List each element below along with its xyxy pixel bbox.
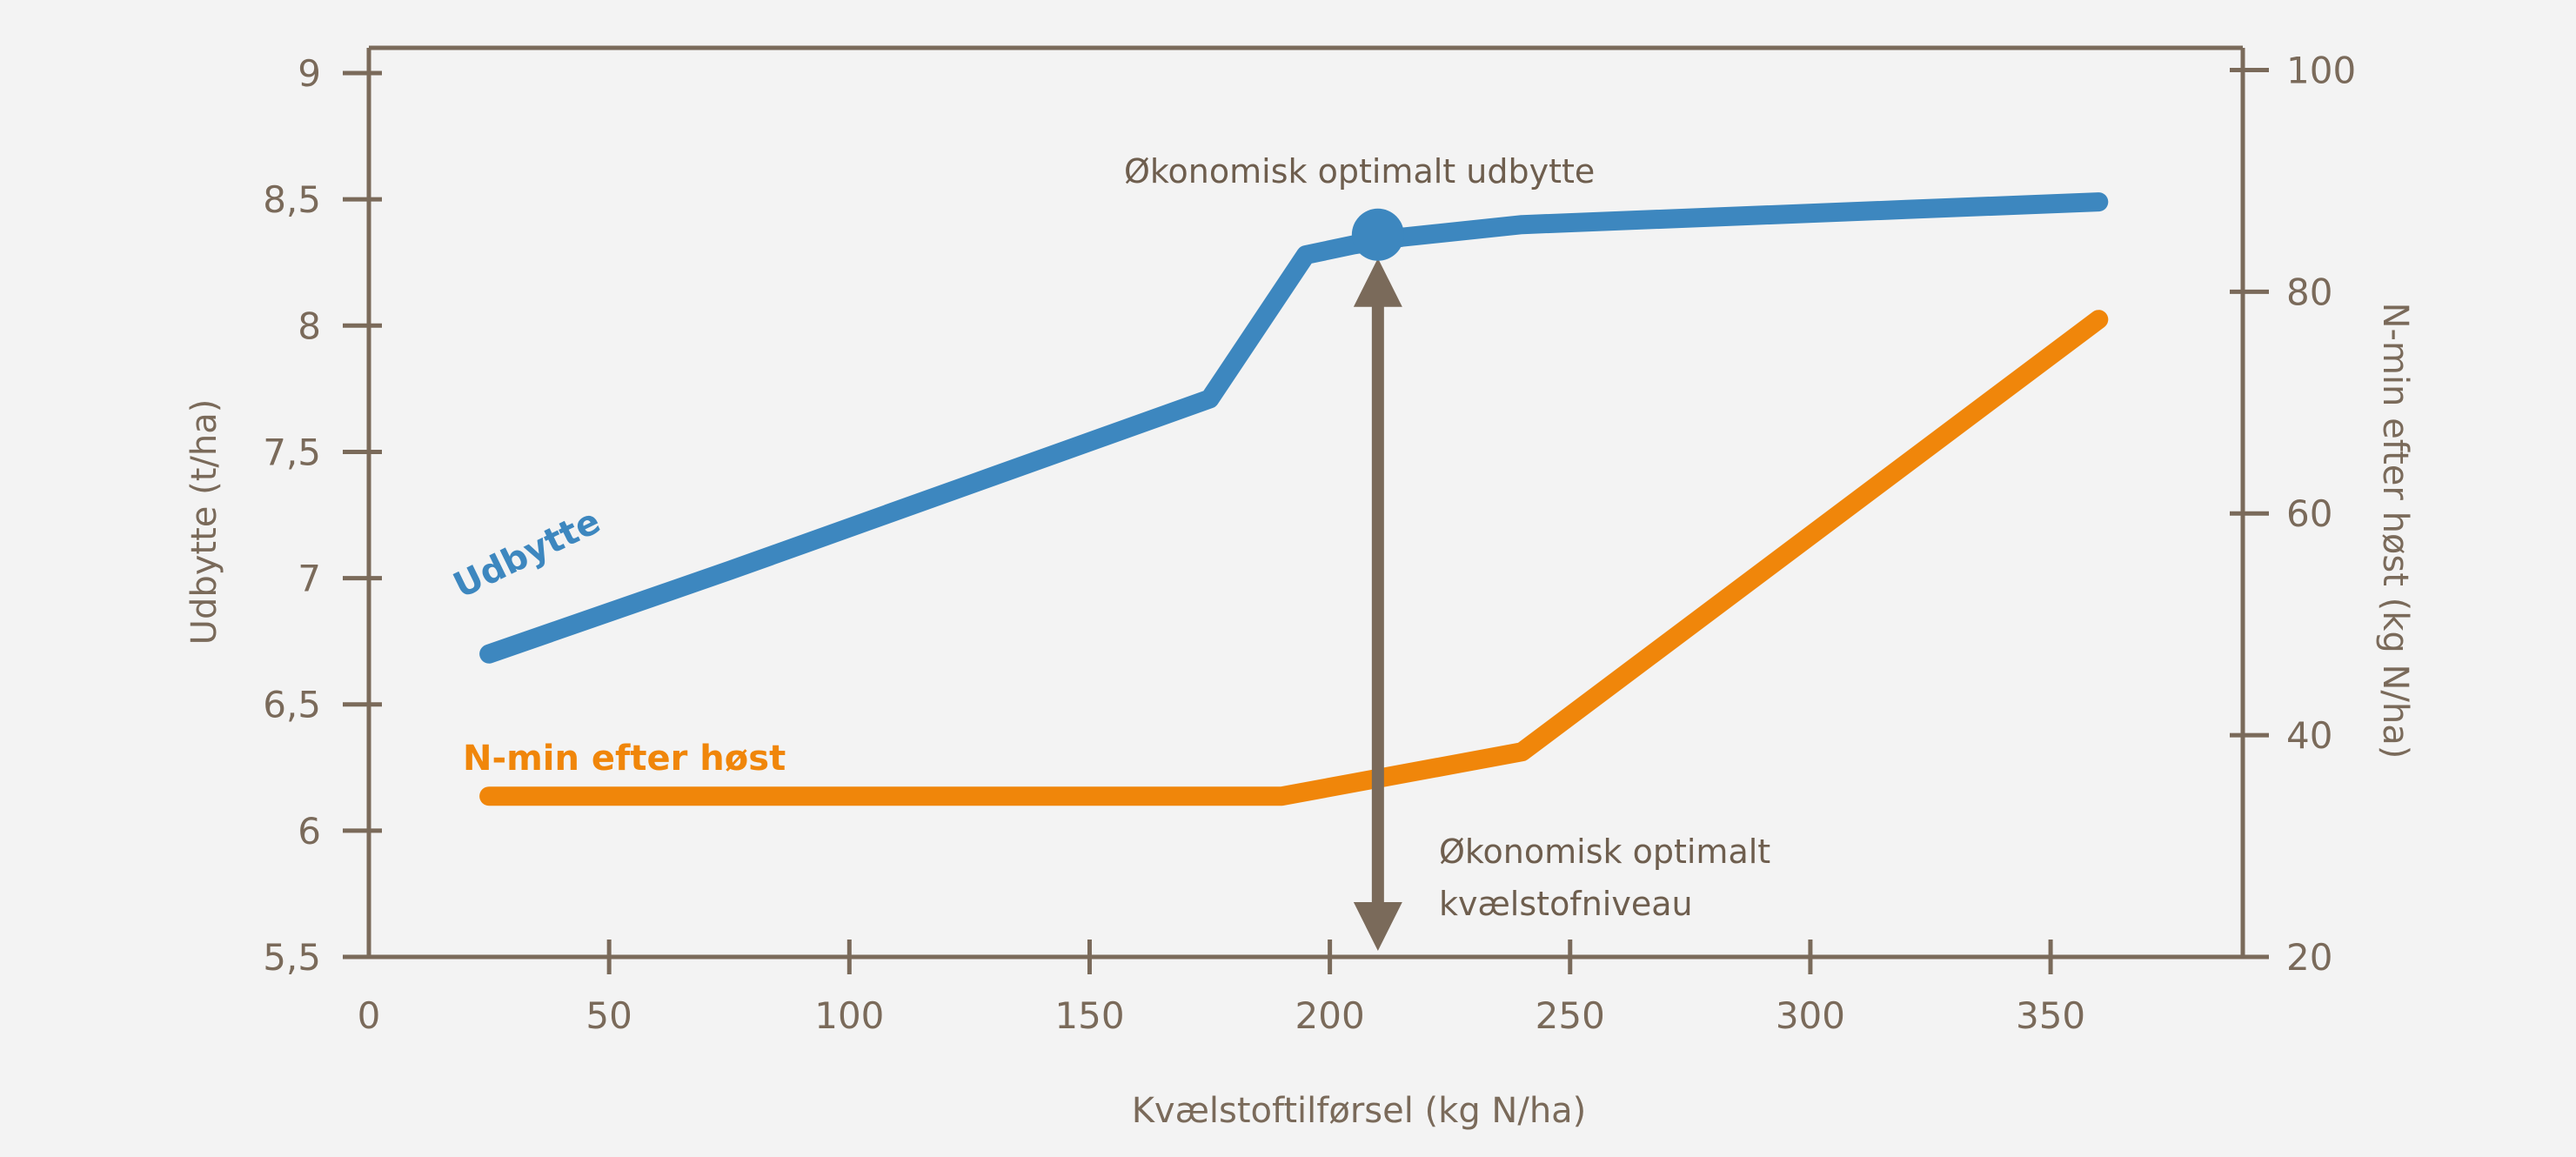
x-tick-label: 200 <box>1295 994 1365 1037</box>
x-ticks: 0 50 100 150 200 250 300 350 <box>358 940 2085 1037</box>
series-line-nmin <box>479 310 2109 806</box>
x-tick-label: 350 <box>2016 994 2085 1037</box>
series-lines <box>479 192 2109 806</box>
y-right-tick-label: 60 <box>2286 492 2332 535</box>
annotation-optimum-n-line2: kvælstofniveau <box>1439 885 1693 923</box>
x-tick-label: 250 <box>1536 994 1605 1037</box>
x-tick-label: 0 <box>358 994 381 1037</box>
y-right-tick-label: 40 <box>2286 714 2332 757</box>
y-left-tick-label: 8 <box>298 304 321 347</box>
x-axis-title: Kvælstoftilførsel (kg N/ha) <box>1132 1091 1587 1131</box>
annotation-optimum-yield: Økonomisk optimalt udbytte <box>1124 152 1595 191</box>
y-left-tick-label: 7,5 <box>263 431 321 473</box>
optimum-point <box>1351 208 1404 261</box>
y-right-ticks: 20 40 60 80 100 <box>2230 49 2356 979</box>
y-left-tick-label: 6 <box>298 810 321 853</box>
y-left-tick-label: 6,5 <box>263 684 321 726</box>
x-tick-label: 150 <box>1054 994 1124 1037</box>
annotation-optimum-n-line1: Økonomisk optimalt <box>1439 833 1770 871</box>
x-tick-label: 300 <box>1776 994 1845 1037</box>
series-label-udbytte: Udbytte <box>447 501 606 606</box>
y-right-tick-label: 20 <box>2286 936 2332 979</box>
y-left-tick-label: 8,5 <box>263 178 321 221</box>
series-line-udbytte <box>479 192 2109 664</box>
x-tick-label: 50 <box>585 994 632 1037</box>
x-tick-label: 100 <box>814 994 884 1037</box>
y-right-tick-label: 80 <box>2286 271 2332 313</box>
y-axis-right-title: N-min efter høst (kg N/ha) <box>2375 303 2415 759</box>
series-label-nmin: N-min efter høst <box>463 739 786 779</box>
y-left-tick-label: 5,5 <box>263 936 321 979</box>
y-left-tick-label: 9 <box>298 52 321 95</box>
y-right-tick-label: 100 <box>2286 49 2356 91</box>
y-left-tick-label: 7 <box>298 558 321 600</box>
y-left-ticks: 5,5 6 6,5 7 7,5 8 8,5 9 <box>263 52 382 979</box>
y-axis-left-title: Udbytte (t/ha) <box>184 399 224 645</box>
